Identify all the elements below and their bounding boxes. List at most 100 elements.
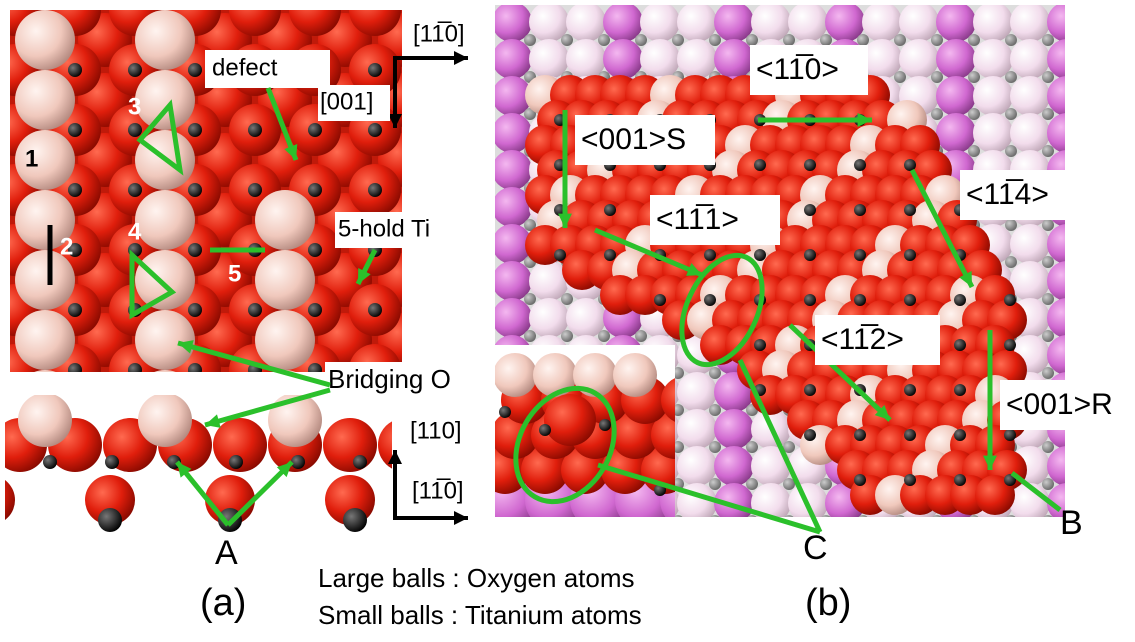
titanium-atom [229,455,243,469]
titanium-atom [746,441,758,453]
label-3: 3 [128,93,141,120]
titanium-atom [635,34,647,46]
dir-arrow-head [558,213,572,228]
titanium-atom [954,294,966,306]
bridging-oxygen [613,353,657,397]
axes-side-head [454,511,468,525]
axis-label: [001] [320,88,373,115]
titanium-atom [561,34,573,46]
dir-arrow-head [686,262,702,276]
titanium-atom [524,330,536,342]
titanium-atom [68,123,82,137]
substrate-atom [1047,261,1065,301]
titanium-atom [854,204,866,216]
titanium-atom [904,294,916,306]
titanium-atom [1042,330,1054,342]
substrate-atom [973,39,1013,79]
titanium-atom [904,474,916,486]
caption: (a) [200,582,246,624]
titanium-atom [524,293,536,305]
titanium-atom [248,303,262,317]
titanium-atom [43,455,57,469]
titanium-atom [188,363,202,372]
substrate-atom [640,39,680,79]
direction-label: <11̅4> [966,178,1049,211]
titanium-atom [1042,441,1054,453]
titanium-atom [98,508,122,532]
titanium-atom [308,363,322,372]
substrate-atom [529,298,569,338]
titanium-atom [561,293,573,305]
c-pointer [737,358,823,534]
dir-arrow [788,323,892,422]
titanium-atom [598,34,610,46]
titanium-atom [561,330,573,342]
titanium-atom [1005,219,1017,231]
substrate-atom [936,39,976,79]
bridging-oxygen [15,10,75,70]
direction-label: <11̅1> [656,203,739,236]
b-pointer [1010,471,1062,512]
substrate-atom [1010,113,1050,153]
titanium-atom [709,441,721,453]
substrate-atom [862,39,902,79]
defect-label: defect [212,54,278,81]
oxygen-atom [85,475,135,525]
substrate-atom [1010,261,1050,301]
oxygen-atom [323,418,377,472]
titanium-atom [1042,145,1054,157]
substrate-atom [751,5,791,42]
titanium-atom [931,34,943,46]
titanium-atom [1004,339,1016,351]
substrate-atom [566,298,606,338]
titanium-atom [746,478,758,490]
bridging-oxygen [135,250,195,310]
substrate-atom [1047,76,1065,116]
titanium-atom [904,159,916,171]
label-box [960,170,1075,220]
bridging-oxygen [34,370,56,372]
titanium-atom [968,71,980,83]
titanium-atom [499,406,511,418]
a-arrow [226,460,294,527]
titanium-atom [783,34,795,46]
five-hold-label: 5-hold Ti [338,215,430,242]
bridging-oxygen [135,70,195,130]
titanium-atom [821,515,831,517]
titanium-atom [1042,293,1054,305]
titanium-atom [894,71,906,83]
titanium-atom [68,363,82,372]
point-label: A [215,534,238,572]
substrate-atom [936,113,976,153]
titanium-atom [747,515,757,517]
titanium-atom [854,429,866,441]
oxygen-atom [438,253,492,307]
substrate-atom [862,5,902,42]
titanium-atom [754,339,766,351]
substrate-atom [1047,113,1065,153]
titanium-atom [968,145,980,157]
substrate-atom [1010,5,1050,42]
oxygen-atom [661,378,675,422]
titanium-atom [604,249,616,261]
bridging-oxygen [255,310,315,370]
titanium-atom [804,429,816,441]
dir-arrow-head [857,113,872,127]
titanium-atom [1042,256,1054,268]
label-box [205,50,330,88]
titanium-atom [248,183,262,197]
titanium-atom [904,249,916,261]
oxygen-atom [5,480,15,520]
titanium-atom [804,204,816,216]
substrate-atom [1047,446,1065,486]
titanium-atom [968,108,980,120]
titanium-atom [415,455,429,469]
substrate-atom [495,298,532,338]
bridging-arrow [204,387,331,428]
titanium-atom [524,219,536,231]
bridging-oxygen [138,395,192,447]
titanium-atom [308,123,322,137]
titanium-atom [854,474,866,486]
titanium-atom [1005,71,1017,83]
bridging-oxygen [135,310,195,370]
